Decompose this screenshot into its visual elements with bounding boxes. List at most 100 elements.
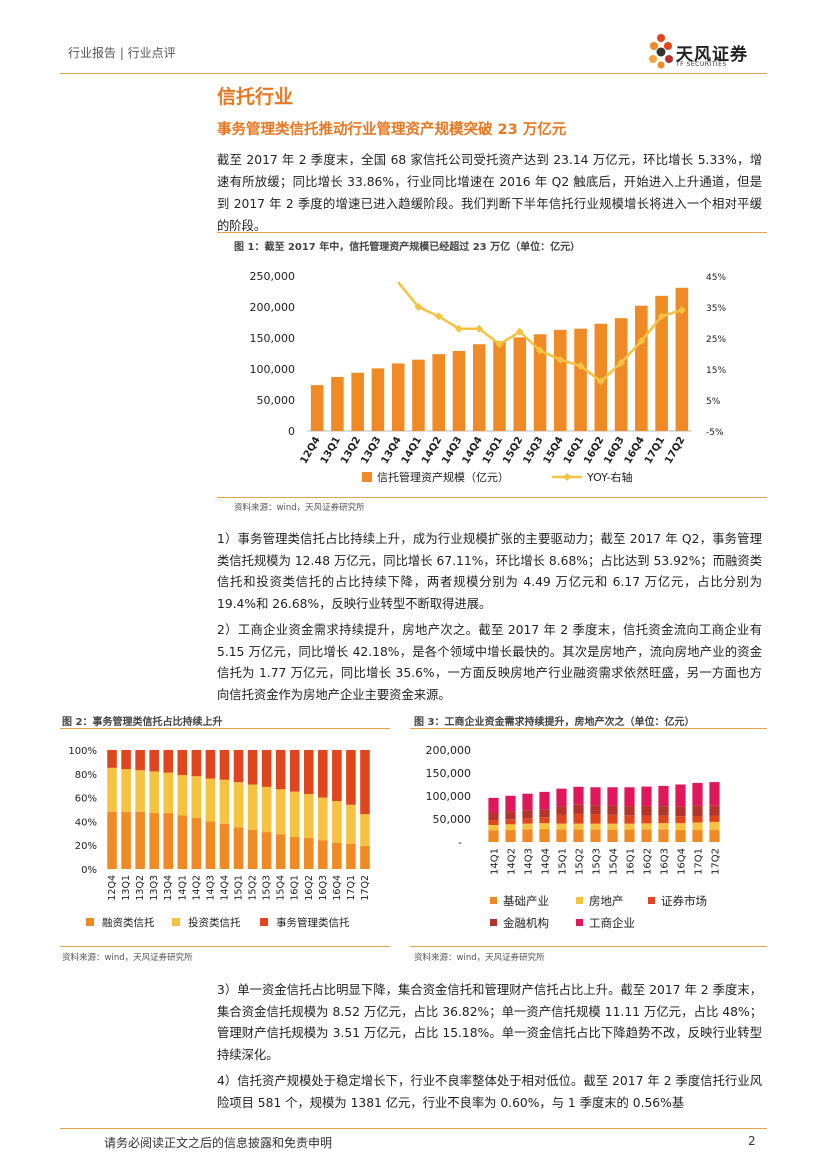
legend-swatch [576, 919, 583, 926]
bar [391, 363, 405, 431]
yoy-point [637, 337, 646, 346]
x-tick-label: 14Q4 [541, 848, 552, 875]
stacked-bar-segment [107, 767, 117, 812]
stacked-bar-segment [163, 772, 174, 814]
stacked-bar-segment [505, 795, 516, 812]
legend-bar-label: 信托管理资产规模（亿元） [377, 470, 509, 484]
stacked-bar-segment [289, 836, 300, 869]
stacked-bar-segment [675, 784, 686, 807]
stacked-bar-segment [590, 805, 601, 815]
stacked-bar-segment [219, 750, 230, 780]
stacked-bar-segment [709, 805, 720, 816]
paragraph-1: 截至 2017 年 2 季度末，全国 68 家信托公司受托资产达到 23.14 … [217, 153, 762, 233]
yoy-point [576, 361, 585, 370]
yoy-point [556, 355, 565, 364]
stacked-bar-segment [658, 806, 669, 816]
stacked-bar-segment [275, 789, 286, 835]
bar [594, 323, 608, 431]
bar [432, 354, 445, 431]
y2-tick-label: 35% [706, 304, 726, 314]
stacked-bar-segment [163, 750, 174, 773]
stacked-bar-segment [539, 791, 550, 810]
stacked-bar-segment [135, 750, 145, 771]
x-tick-label: 15Q3 [592, 848, 603, 875]
stacked-bar-segment [219, 823, 230, 869]
stacked-bar-segment [675, 830, 686, 842]
x-tick-label: 15Q3 [262, 875, 273, 901]
stacked-bar-segment [641, 786, 652, 806]
bar [472, 344, 486, 431]
stacked-bar-segment [191, 817, 202, 869]
stacked-bar-segment [522, 829, 533, 842]
y-tick-label: - [458, 836, 462, 849]
stacked-bar-segment [233, 750, 244, 783]
x-tick-label: 15Q2 [248, 875, 259, 901]
stacked-bar-segment [318, 840, 328, 869]
stacked-bar-segment [318, 750, 328, 798]
stacked-bar-segment [573, 804, 584, 814]
fig3-chart: 200,000 150,000 100,000 50,000 - 14Q1 14Q2 14Q3… [426, 744, 722, 930]
stacked-bar-segment [624, 787, 635, 807]
stacked-bar-segment [522, 793, 533, 811]
stacked-bar-segment [205, 778, 216, 822]
fig1-title: 图 1：截至 2017 年中，信托管理资产规模已经超过 23 万亿（单位：亿元） [234, 242, 581, 253]
tf-logo-icon [649, 34, 673, 69]
x-tick-label: 14Q1 [490, 848, 501, 875]
stacked-bar-segment [121, 769, 131, 812]
legend-bar-swatch [362, 472, 372, 482]
yoy-point [475, 324, 484, 333]
stacked-bar-segment [556, 823, 567, 830]
stacked-bar-segment [709, 782, 720, 806]
fig3-source: 资料来源：wind，天风证券研究所 [414, 953, 545, 963]
stacked-bar-segment [607, 805, 618, 815]
stacked-bar-segment [177, 815, 188, 869]
y-tick-label: 150,000 [250, 332, 296, 345]
bar [513, 337, 527, 431]
stacked-bar-segment [135, 770, 145, 812]
stacked-bar-segment [360, 845, 370, 869]
stacked-bar-segment [624, 806, 635, 816]
logo-subtitle: TF SECURITIES [676, 61, 727, 68]
x-tick-label: 17Q2 [711, 848, 722, 875]
stacked-bar-segment [692, 830, 703, 842]
x-tick-label: 16Q3 [660, 848, 671, 875]
stacked-bar-segment [641, 823, 652, 830]
bar [371, 368, 385, 431]
stacked-bar-segment [177, 750, 188, 775]
x-tick-label: 14Q4 [219, 875, 230, 901]
y-tick-label: 100,000 [426, 790, 472, 803]
paragraph-2: 1）事务管理类信托占比持续上升，成为行业规模扩张的主要驱动力；截至 2017 年… [217, 532, 762, 611]
x-tick-label: 17Q1 [346, 875, 357, 901]
stacked-bar-segment [692, 816, 703, 823]
legend-label: 投资类信托 [188, 916, 241, 929]
x-tick-label: 14Q2 [507, 848, 518, 875]
stacked-bar-segment [624, 815, 635, 824]
y2-tick-label: 5% [706, 397, 721, 407]
y-tick-label: 100% [68, 746, 97, 757]
fig3-bottom-rule [410, 946, 767, 947]
bar [412, 359, 425, 431]
stacked-bar-segment [332, 801, 342, 843]
stacked-bar-segment [360, 814, 370, 846]
fig1-source: 资料来源：wind，天风证券研究所 [234, 503, 365, 513]
legend-label: 基础产业 [503, 894, 549, 908]
stacked-bar-segment [488, 813, 499, 821]
x-tick-label: 13Q4 [163, 875, 174, 901]
stacked-bar-segment [590, 829, 601, 842]
y-tick-label: 20% [75, 841, 97, 852]
x-tick-label: 16Q4 [332, 875, 343, 901]
stacked-bar-segment [590, 787, 601, 806]
stacked-bar-segment [641, 829, 652, 842]
legend-label: 证券市场 [661, 894, 707, 908]
x-tick-label: 16Q2 [643, 848, 654, 875]
y-tick-label: 60% [75, 794, 97, 805]
stacked-bar-segment [539, 809, 550, 818]
stacked-bar-segment [505, 830, 516, 842]
stacked-bar-segment [488, 797, 499, 814]
stacked-bar-segment [556, 814, 567, 824]
bar [331, 377, 344, 431]
stacked-bar-segment [135, 811, 145, 869]
stacked-bar-segment [177, 774, 188, 816]
stacked-bar-segment [607, 814, 618, 824]
y2-tick-label: 45% [706, 273, 726, 283]
